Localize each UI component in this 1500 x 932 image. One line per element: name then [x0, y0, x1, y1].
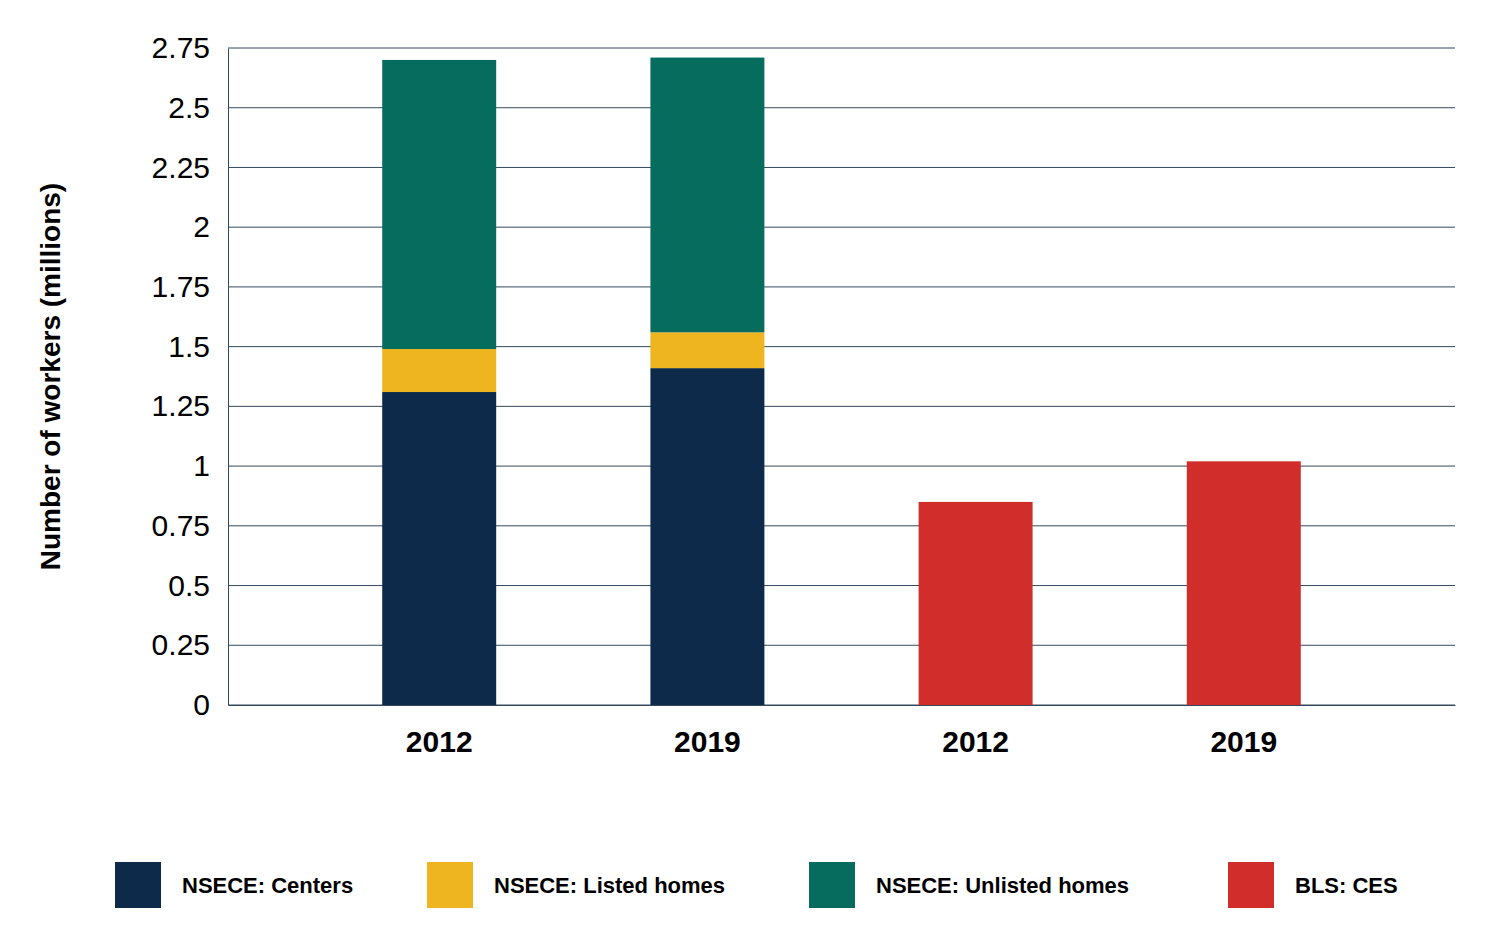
- y-tick-label: 1.75: [152, 270, 210, 303]
- x-tick: 2019: [674, 705, 741, 758]
- y-tick: 1.5: [168, 330, 228, 363]
- bar: [919, 502, 1033, 705]
- y-tick: 2.25: [152, 151, 228, 184]
- x-tick-label: 2019: [1210, 725, 1277, 758]
- y-tick: 0: [193, 688, 228, 721]
- legend-label: NSECE: Centers: [182, 873, 353, 898]
- y-tick-label: 0.5: [168, 569, 210, 602]
- y-tick-label: 1: [193, 449, 210, 482]
- y-tick-label: 1.5: [168, 330, 210, 363]
- chart: 0 0.25 0.5 0.75 1 1.25 1.5 1.75 2 2.25 2.5 2.75 2012…: [0, 0, 1500, 932]
- y-tick: 2.75: [152, 31, 228, 64]
- y-tick: 2: [193, 210, 228, 243]
- x-axis-line: [229, 705, 1456, 706]
- x-tick-label: 2012: [942, 725, 1009, 758]
- y-axis: 0 0.25 0.5 0.75 1 1.25 1.5 1.75 2 2.25 2.5 2.75: [152, 31, 229, 721]
- bar: [650, 368, 764, 705]
- y-axis-title: Number of workers (millions): [35, 183, 66, 570]
- bar: [650, 58, 764, 333]
- x-axis: 2012 2019 2012 2019: [229, 705, 1456, 758]
- legend-swatch: [115, 862, 161, 908]
- y-tick-label: 2.25: [152, 151, 210, 184]
- y-tick-label: 0.25: [152, 628, 210, 661]
- bar: [382, 392, 496, 705]
- bars: [382, 58, 1301, 705]
- y-tick: 0.25: [152, 628, 228, 661]
- y-axis-line: [228, 49, 229, 706]
- bar: [650, 332, 764, 368]
- y-tick: 1: [193, 449, 228, 482]
- y-tick: 0.75: [152, 509, 228, 542]
- x-tick: 2019: [1210, 705, 1277, 758]
- x-tick-label: 2012: [406, 725, 473, 758]
- legend-swatch: [809, 862, 855, 908]
- y-tick: 1.25: [152, 389, 228, 422]
- y-tick: 1.75: [152, 270, 228, 303]
- bar: [382, 349, 496, 392]
- y-tick-label: 2.75: [152, 31, 210, 64]
- grid: [228, 48, 1455, 705]
- legend: NSECE: Centers NSECE: Listed homes NSECE: …: [115, 862, 1398, 908]
- bar: [1187, 461, 1301, 705]
- y-tick: 2.5: [168, 91, 228, 124]
- y-tick: 0.5: [168, 569, 228, 602]
- x-tick: 2012: [406, 705, 473, 758]
- legend-label: NSECE: Unlisted homes: [876, 873, 1129, 898]
- y-tick-label: 2: [193, 210, 210, 243]
- legend-swatch: [427, 862, 473, 908]
- y-tick-label: 0: [193, 688, 210, 721]
- legend-label: BLS: CES: [1295, 873, 1398, 898]
- bar: [382, 60, 496, 349]
- y-tick-label: 1.25: [152, 389, 210, 422]
- x-tick: 2012: [942, 705, 1009, 758]
- legend-swatch: [1228, 862, 1274, 908]
- y-tick-label: 0.75: [152, 509, 210, 542]
- x-tick-label: 2019: [674, 725, 741, 758]
- y-tick-label: 2.5: [168, 91, 210, 124]
- legend-label: NSECE: Listed homes: [494, 873, 725, 898]
- grid-line: [228, 48, 1455, 49]
